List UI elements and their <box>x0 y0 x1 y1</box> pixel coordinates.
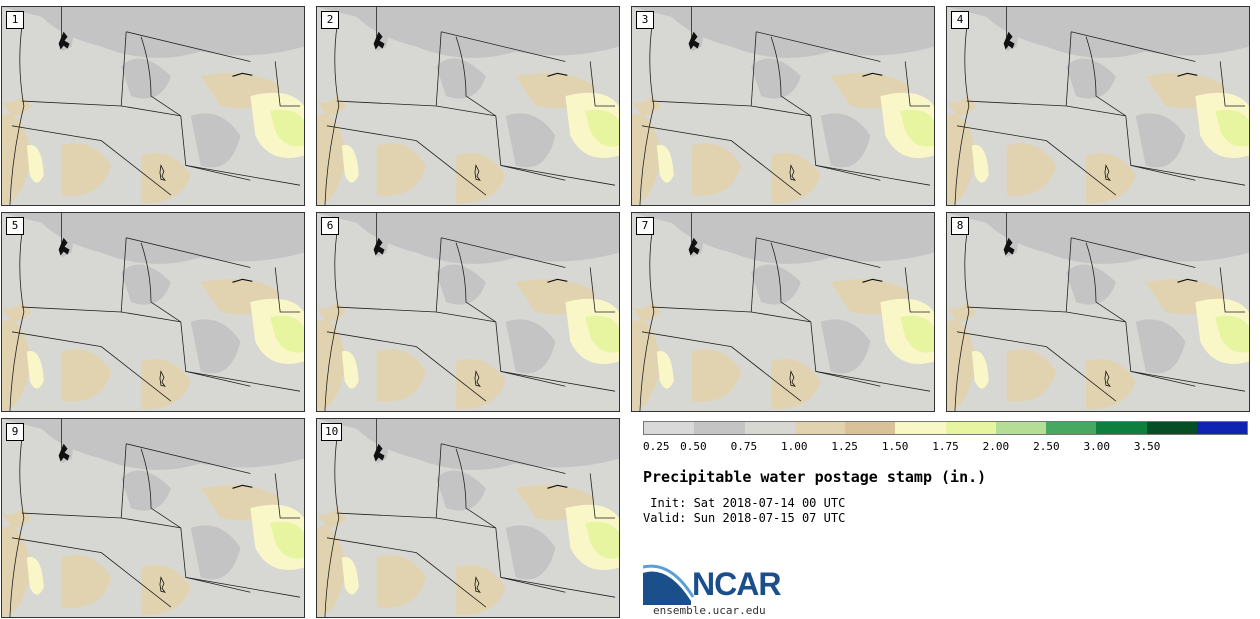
colorbar-tick-label: 1.25 <box>831 440 858 453</box>
colorbar-segment <box>845 422 896 434</box>
panel-member-label: 6 <box>321 217 339 235</box>
colorbar-tick-label: 1.75 <box>932 440 959 453</box>
colorbar-tick-label: 1.00 <box>781 440 808 453</box>
colorbar-segment <box>1096 422 1147 434</box>
colorbar-segment <box>694 422 745 434</box>
colorbar-segment <box>945 422 996 434</box>
colorbar-tick-label: 1.50 <box>881 440 909 453</box>
colorbar-segment <box>895 422 946 434</box>
colorbar-tick-label: 0.50 <box>680 440 707 453</box>
colorbar-tick-label: 3.50 <box>1133 440 1161 453</box>
colorbar-segment <box>794 422 845 434</box>
postage-stamp-panel: 2 <box>316 6 620 206</box>
colorbar-ticks: 0.25 0.50 0.75 1.00 1.25 1.50 1.75 2.00 2.50 3.00… <box>643 440 1248 454</box>
panel-member-label: 4 <box>951 11 969 29</box>
valid-time: Valid: Sun 2018-07-15 07 UTC <box>643 511 846 525</box>
postage-stamp-panel: 8 <box>946 212 1250 412</box>
panel-member-label: 3 <box>636 11 654 29</box>
postage-stamp-panel: 10 <box>316 418 620 618</box>
logo-url: ensemble.ucar.edu <box>653 604 766 617</box>
postage-stamp-panel: 6 <box>316 212 620 412</box>
panel-member-label: 8 <box>951 217 969 235</box>
colorbar-tick-label: 2.50 <box>1033 440 1060 453</box>
colorbar <box>643 421 1248 435</box>
panel-member-label: 2 <box>321 11 339 29</box>
panel-member-label: 1 <box>6 11 24 29</box>
postage-stamp-panel: 7 <box>631 212 935 412</box>
panel-member-label: 10 <box>321 423 343 441</box>
init-time: Init: Sat 2018-07-14 00 UTC <box>643 496 846 510</box>
colorbar-tick-label: 0.75 <box>730 440 758 453</box>
postage-stamp-panel: 1 <box>1 6 305 206</box>
colorbar-segment <box>644 422 695 434</box>
postage-stamp-panel: 4 <box>946 6 1250 206</box>
colorbar-tick-label: 0.25 <box>643 440 670 453</box>
postage-stamp-panel: 3 <box>631 6 935 206</box>
colorbar-segment <box>1046 422 1097 434</box>
chart-title: Precipitable water postage stamp (in.) <box>643 468 987 486</box>
postage-stamp-panel: 5 <box>1 212 305 412</box>
colorbar-tick-label: 2.00 <box>982 440 1010 453</box>
panel-member-label: 7 <box>636 217 654 235</box>
colorbar-segment <box>744 422 795 434</box>
postage-stamp-panel: 9 <box>1 418 305 618</box>
ncar-logo-icon <box>643 564 695 605</box>
colorbar-segment <box>995 422 1046 434</box>
panel-member-label: 5 <box>6 217 24 235</box>
colorbar-segment <box>1196 422 1247 434</box>
panel-member-label: 9 <box>6 423 24 441</box>
colorbar-tick-label: 3.00 <box>1083 440 1111 453</box>
colorbar-segment <box>1146 422 1197 434</box>
logo-text: NCAR <box>692 566 781 602</box>
